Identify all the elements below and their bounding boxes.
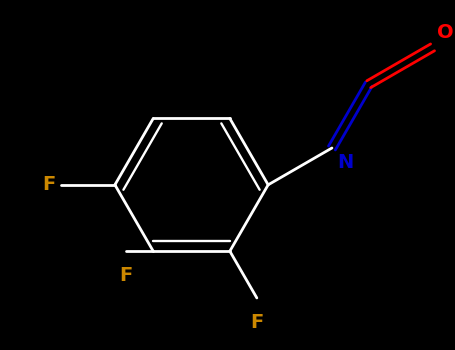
Text: F: F	[250, 313, 263, 332]
Text: O: O	[437, 23, 454, 42]
Text: F: F	[43, 175, 56, 194]
Text: F: F	[120, 266, 133, 285]
Text: N: N	[337, 153, 353, 172]
